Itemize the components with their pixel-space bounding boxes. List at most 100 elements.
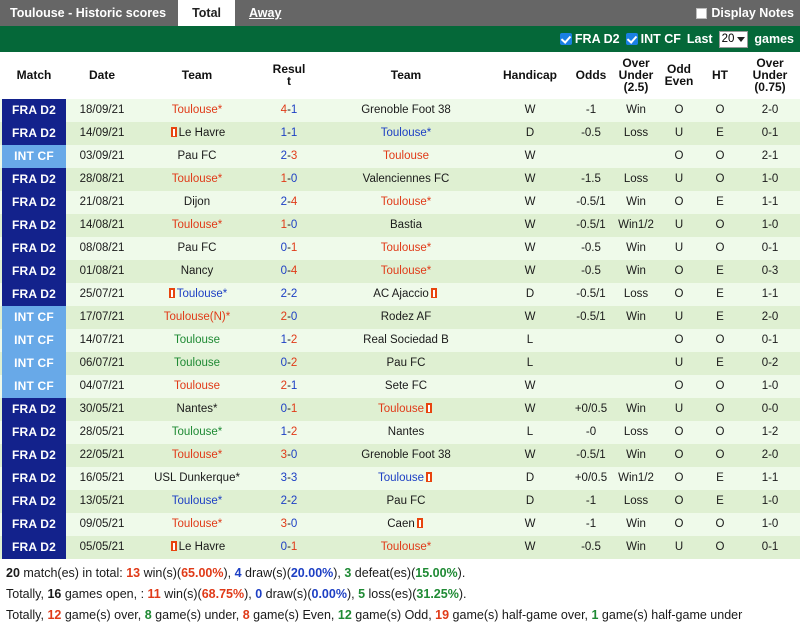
- home-team[interactable]: USL Dunkerque*: [136, 466, 258, 490]
- away-team[interactable]: Toulouse*: [320, 190, 492, 214]
- col-odds[interactable]: Odds: [568, 52, 614, 99]
- away-team[interactable]: Real Sociedad B: [320, 328, 492, 352]
- match-league-cell[interactable]: INT CF: [0, 328, 68, 352]
- check-icon-fra-d2[interactable]: [559, 33, 572, 45]
- col-over-under-075[interactable]: Over Under (0.75): [740, 52, 800, 99]
- away-team[interactable]: Toulouse*: [320, 121, 492, 145]
- away-team[interactable]: Rodez AF: [320, 305, 492, 329]
- table-row[interactable]: FRA D2 22/05/21 Toulouse* 3-0 Grenoble Foot …: [0, 443, 800, 467]
- match-league-cell[interactable]: FRA D2: [0, 98, 68, 122]
- table-row[interactable]: FRA D2 13/05/21 Toulouse* 2-2 Pau FC D -1 Loss O…: [0, 489, 800, 513]
- away-team[interactable]: Toulouse: [320, 144, 492, 168]
- away-team[interactable]: Bastia: [320, 213, 492, 237]
- home-team[interactable]: Toulouse: [136, 374, 258, 398]
- match-league-cell[interactable]: FRA D2: [0, 259, 68, 283]
- away-team[interactable]: Pau FC: [320, 351, 492, 375]
- table-row[interactable]: FRA D2 18/09/21 Toulouse* 4-1 Grenoble Foot …: [0, 98, 800, 122]
- filter-fra-d2[interactable]: FRA D2: [559, 32, 620, 46]
- match-league-cell[interactable]: FRA D2: [0, 213, 68, 237]
- table-row[interactable]: FRA D2 30/05/21 Nantes* 0-1 Toulouse W +0/0.5 W…: [0, 397, 800, 421]
- games-count-select[interactable]: 20: [718, 30, 749, 48]
- col-date[interactable]: Date: [68, 52, 136, 99]
- home-team[interactable]: Toulouse(N)*: [136, 305, 258, 329]
- home-team[interactable]: Toulouse*: [136, 420, 258, 444]
- home-team[interactable]: Toulouse*: [136, 443, 258, 467]
- table-row[interactable]: FRA D2 08/08/21 Pau FC 0-1 Toulouse* W -0.5 Win…: [0, 236, 800, 260]
- home-team[interactable]: Toulouse*: [136, 282, 258, 306]
- display-notes-control[interactable]: Display Notes: [696, 0, 794, 26]
- check-icon-int-cf[interactable]: [625, 33, 638, 45]
- col-handicap[interactable]: Handicap: [492, 52, 568, 99]
- match-league-cell[interactable]: INT CF: [0, 374, 68, 398]
- away-team[interactable]: Toulouse: [320, 397, 492, 421]
- away-team[interactable]: Grenoble Foot 38: [320, 443, 492, 467]
- home-team[interactable]: Le Havre: [136, 535, 258, 559]
- match-league-cell[interactable]: FRA D2: [0, 512, 68, 536]
- home-team[interactable]: Nantes*: [136, 397, 258, 421]
- match-league-cell[interactable]: FRA D2: [0, 443, 68, 467]
- table-row[interactable]: FRA D2 14/08/21 Toulouse* 1-0 Bastia W -0.5/1 W…: [0, 213, 800, 237]
- match-league-cell[interactable]: FRA D2: [0, 121, 68, 145]
- home-team[interactable]: Toulouse*: [136, 98, 258, 122]
- match-league-cell[interactable]: FRA D2: [0, 489, 68, 513]
- away-team[interactable]: Pau FC: [320, 489, 492, 513]
- home-team[interactable]: Toulouse*: [136, 512, 258, 536]
- col-result[interactable]: Resul t: [258, 52, 320, 99]
- home-team[interactable]: Dijon: [136, 190, 258, 214]
- home-team[interactable]: Toulouse: [136, 328, 258, 352]
- tab-away[interactable]: Away: [249, 6, 282, 20]
- home-team[interactable]: Toulouse: [136, 351, 258, 375]
- match-league-cell[interactable]: INT CF: [0, 305, 68, 329]
- home-team[interactable]: Le Havre: [136, 121, 258, 145]
- tab-total[interactable]: Total: [178, 0, 235, 26]
- away-team[interactable]: Grenoble Foot 38: [320, 98, 492, 122]
- away-team[interactable]: Toulouse*: [320, 236, 492, 260]
- table-row[interactable]: INT CF 14/07/21 Toulouse 1-2 Real Sociedad B…: [0, 328, 800, 352]
- match-league-cell[interactable]: FRA D2: [0, 167, 68, 191]
- display-notes-checkbox[interactable]: [696, 7, 708, 19]
- match-league-cell[interactable]: INT CF: [0, 144, 68, 168]
- table-row[interactable]: FRA D2 16/05/21 USL Dunkerque* 3-3 Toulouse D…: [0, 466, 800, 490]
- away-team[interactable]: Toulouse: [320, 466, 492, 490]
- table-row[interactable]: FRA D2 14/09/21 Le Havre 1-1 Toulouse* D -0.5 L…: [0, 121, 800, 145]
- table-row[interactable]: INT CF 17/07/21 Toulouse(N)* 2-0 Rodez AF W -0…: [0, 305, 800, 329]
- match-league-cell[interactable]: FRA D2: [0, 190, 68, 214]
- away-team[interactable]: Sete FC: [320, 374, 492, 398]
- match-league-cell[interactable]: FRA D2: [0, 535, 68, 559]
- col-odd-even[interactable]: Odd Even: [658, 52, 700, 99]
- home-team[interactable]: Toulouse*: [136, 489, 258, 513]
- away-team[interactable]: Nantes: [320, 420, 492, 444]
- away-team[interactable]: Toulouse*: [320, 535, 492, 559]
- away-team[interactable]: Toulouse*: [320, 259, 492, 283]
- col-ht[interactable]: HT: [700, 52, 740, 99]
- col-over-under-25[interactable]: Over Under (2.5): [614, 52, 658, 99]
- home-team[interactable]: Nancy: [136, 259, 258, 283]
- home-team[interactable]: Toulouse*: [136, 167, 258, 191]
- match-league-cell[interactable]: FRA D2: [0, 466, 68, 490]
- away-team[interactable]: AC Ajaccio: [320, 282, 492, 306]
- away-team[interactable]: Valenciennes FC: [320, 167, 492, 191]
- match-league-cell[interactable]: INT CF: [0, 351, 68, 375]
- table-row[interactable]: FRA D2 28/08/21 Toulouse* 1-0 Valenciennes F…: [0, 167, 800, 191]
- match-league-cell[interactable]: FRA D2: [0, 397, 68, 421]
- col-away-team[interactable]: Team: [320, 52, 492, 99]
- match-league-cell[interactable]: FRA D2: [0, 420, 68, 444]
- col-home-team[interactable]: Team: [136, 52, 258, 99]
- home-team[interactable]: Toulouse*: [136, 213, 258, 237]
- away-team[interactable]: Caen: [320, 512, 492, 536]
- table-row[interactable]: FRA D2 25/07/21 Toulouse* 2-2 AC Ajaccio D -0.…: [0, 282, 800, 306]
- match-league-cell[interactable]: FRA D2: [0, 282, 68, 306]
- table-row[interactable]: FRA D2 05/05/21 Le Havre 0-1 Toulouse* W -0.5 W…: [0, 535, 800, 559]
- table-row[interactable]: FRA D2 21/08/21 Dijon 2-4 Toulouse* W -0.5/1 Wi…: [0, 190, 800, 214]
- home-team[interactable]: Pau FC: [136, 144, 258, 168]
- home-team[interactable]: Pau FC: [136, 236, 258, 260]
- table-row[interactable]: FRA D2 28/05/21 Toulouse* 1-2 Nantes L -0 Loss O…: [0, 420, 800, 444]
- table-row[interactable]: FRA D2 01/08/21 Nancy 0-4 Toulouse* W -0.5 Win O…: [0, 259, 800, 283]
- col-match[interactable]: Match: [0, 52, 68, 99]
- table-row[interactable]: FRA D2 09/05/21 Toulouse* 3-0 Caen W -1 Win O O 1-…: [0, 512, 800, 536]
- filter-int-cf[interactable]: INT CF: [625, 32, 681, 46]
- match-league-cell[interactable]: FRA D2: [0, 236, 68, 260]
